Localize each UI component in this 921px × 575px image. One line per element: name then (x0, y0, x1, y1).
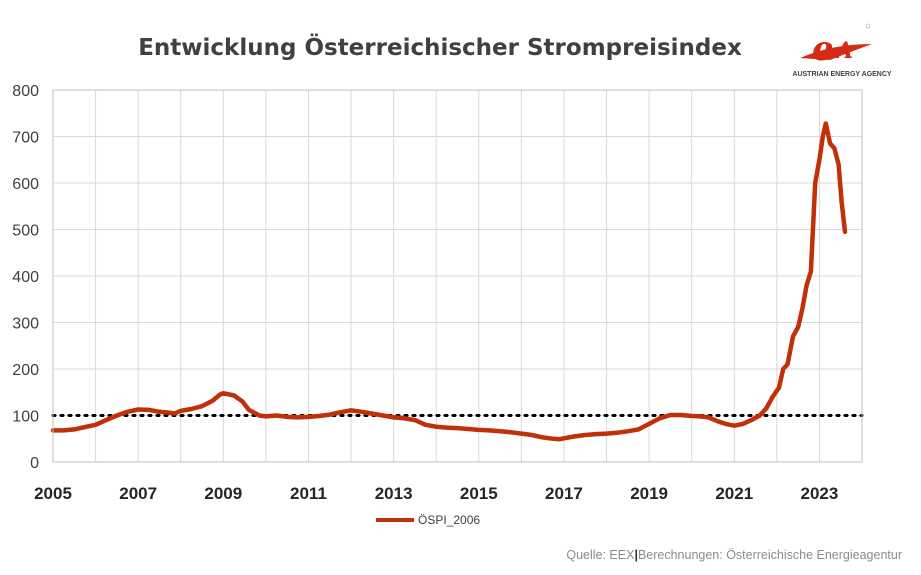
y-tick-label: 200 (12, 362, 39, 379)
y-tick-label: 700 (12, 130, 39, 147)
x-axis: 2005 2007 2009 2011 2013 2015 2017 2019 2021 2023 (34, 484, 838, 503)
y-tick-label: 500 (12, 223, 39, 240)
x-tick-label: 2023 (801, 484, 839, 503)
source-note: Quelle: EEX|Berechnungen: Österreichisch… (566, 548, 902, 562)
x-tick-label: 2015 (460, 484, 498, 503)
source-calculation: Berechnungen: Österreichische Energieage… (638, 548, 902, 562)
y-tick-label: 100 (12, 409, 39, 426)
logo-glyph-icon: A (834, 38, 853, 64)
x-tick-label: 2007 (119, 484, 157, 503)
grid (53, 89, 862, 463)
x-tick-label: 2009 (204, 484, 242, 503)
x-tick-label: 2005 (34, 484, 72, 503)
y-tick-label: 300 (12, 316, 39, 333)
y-axis: 0 100 200 300 400 500 600 700 800 (12, 83, 39, 472)
source-label: Quelle: EEX (566, 548, 635, 562)
chart-title: Entwicklung Österreichischer Strompreisi… (138, 33, 742, 61)
logo: e A AUSTRIAN ENERGY AGENCY (792, 23, 892, 78)
source-separator: | (634, 548, 638, 562)
x-tick-label: 2011 (290, 484, 327, 503)
y-tick-label: 0 (30, 455, 39, 472)
x-tick-label: 2021 (715, 484, 753, 503)
y-tick-label: 400 (12, 269, 39, 286)
y-tick-label: 800 (12, 83, 39, 100)
logo-brand: AUSTRIAN ENERGY AGENCY (792, 71, 892, 78)
logo-glyph-icon: e (812, 29, 834, 69)
series-line (50, 121, 848, 442)
y-tick-label: 600 (12, 176, 39, 193)
legend-label: ÖSPI_2006 (418, 513, 480, 527)
logo-registered-icon (865, 23, 871, 29)
legend: ÖSPI_2006 (376, 513, 480, 527)
x-tick-label: 2017 (545, 484, 583, 503)
plot-area (52, 89, 863, 463)
logo-swoosh-icon (800, 44, 872, 60)
series-layer (50, 121, 848, 442)
x-tick-label: 2019 (630, 484, 668, 503)
x-tick-label: 2013 (375, 484, 413, 503)
